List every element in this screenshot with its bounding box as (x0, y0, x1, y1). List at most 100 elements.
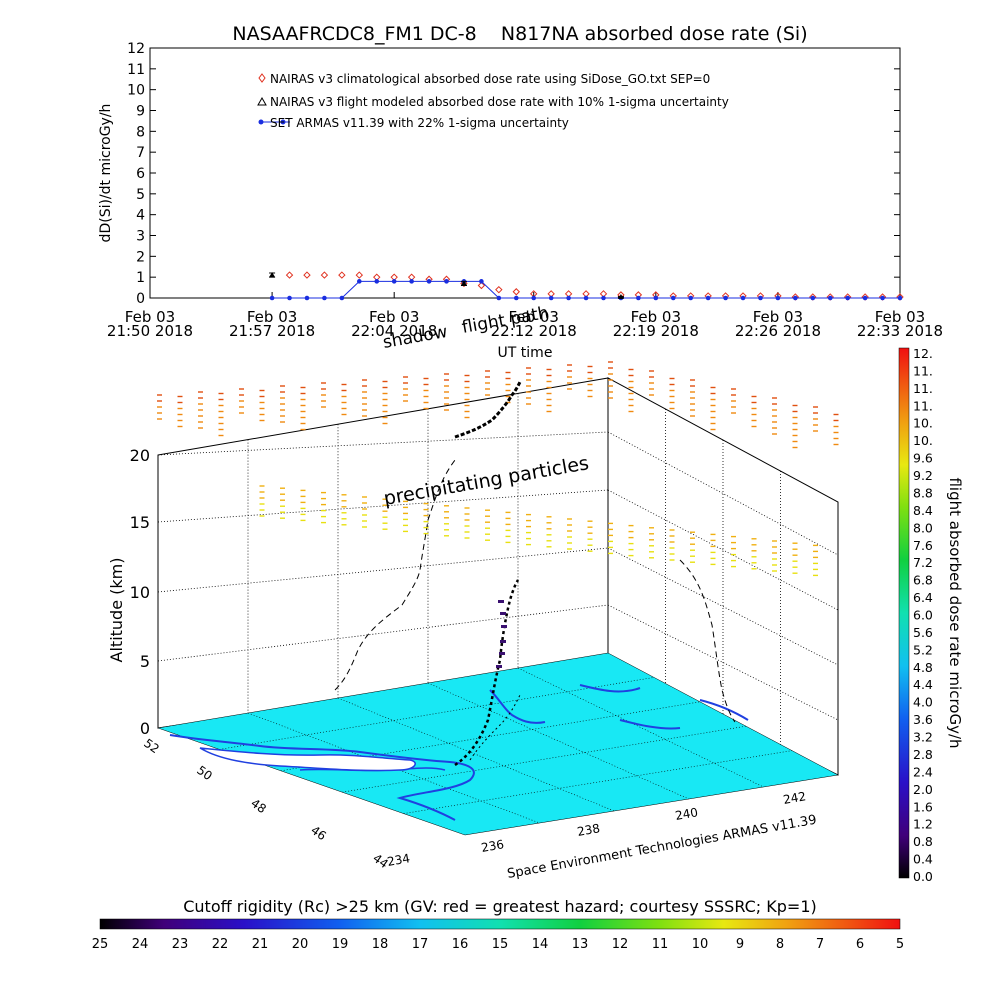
precipitating-particles (157, 361, 839, 577)
x-tick-label: 21:57 2018 (229, 322, 315, 340)
flight-path-line (454, 579, 520, 767)
armas-point (880, 295, 885, 301)
dose-tick-label: 2.0 (913, 782, 933, 797)
x-tick-label: Feb 03 (369, 308, 419, 326)
climatological-point (495, 285, 503, 294)
lat-tick-label: 48 (248, 796, 269, 816)
lon-tick-label: 242 (782, 789, 807, 807)
lon-tick-label: 236 (480, 837, 505, 855)
rc-colorbar-gradient (99, 918, 901, 930)
armas-point (409, 279, 414, 284)
climatological-point (320, 271, 329, 279)
annotation-precipitating: precipitating particles (382, 452, 590, 510)
rc-tick-label: 5 (896, 937, 904, 952)
dose-tick-label: 9.2 (913, 468, 933, 483)
dose-tick-label: 5.6 (913, 625, 933, 640)
armas-point (670, 295, 676, 301)
dose-colorbar: 0.0 0.4 0.8 1.2 1.6 2.0 2.4 2.8 3.2 3.6 4.0 4.4 4.8 5… (898, 346, 964, 884)
longitude-ticks: 234 236 238 240 242 (386, 789, 807, 869)
x-tick-label: Feb 03 (631, 308, 681, 326)
z-axis-label: Altitude (km) (107, 558, 126, 663)
series-layer (269, 271, 904, 301)
y-tick-label: 5 (136, 187, 145, 203)
armas-point (810, 295, 816, 301)
floor-gridline (517, 667, 764, 788)
armas-point (583, 295, 589, 301)
legend: NAIRAS v3 climatological absorbed dose r… (257, 72, 729, 130)
floor-gridline (403, 750, 793, 814)
flight-path-markers (496, 600, 507, 668)
credit-text: Space Environment Technologies ARMAS v11… (506, 813, 818, 882)
dose-tick-label: 4.0 (913, 695, 933, 710)
dose-tick-label: 8.4 (913, 503, 933, 518)
coastline-path (169, 734, 475, 821)
armas-point (496, 295, 502, 301)
flight-modeled-point (617, 293, 624, 299)
y-axis-label: dD(Si)/dt microGy/h (98, 104, 114, 243)
z-tick-label: 10 (130, 583, 150, 602)
rc-tick-label: 18 (372, 937, 389, 952)
y-tick-label: 7 (136, 145, 145, 161)
lat-tick-label: 46 (308, 823, 329, 843)
rc-tick-label: 9 (736, 937, 744, 952)
map-surface (157, 652, 839, 836)
dose-time-plot: NASAAFRCDC8_FM1 DC-8 N817NA absorbed dos… (98, 23, 943, 361)
z-tick-label: 20 (130, 446, 150, 465)
rc-tick-label: 25 (92, 937, 109, 952)
y-tick-label: 10 (127, 83, 145, 99)
y-tick-label: 2 (136, 249, 145, 265)
dose-tick-label: 11. (913, 381, 933, 396)
y-tick-label: 1 (136, 270, 145, 286)
x-tick-label: 22:04 2018 (351, 322, 437, 340)
coastline-path (489, 689, 546, 724)
x-tick-label: 22:26 2018 (735, 322, 821, 340)
triangle-marker-icon (257, 96, 267, 106)
flight-modeled-point (460, 280, 467, 286)
armas-point (339, 295, 345, 301)
x-tick-label: 22:12 2018 (491, 322, 577, 340)
armas-point (793, 295, 798, 301)
climatological-point (512, 288, 520, 296)
y-tick-label: 4 (136, 208, 145, 224)
climatological-point (477, 281, 486, 290)
wall-gridline (157, 547, 609, 593)
x-tick-label: Feb 03 (125, 308, 175, 326)
dose-tick-label: 11. (913, 398, 933, 413)
rc-tick-label: 21 (252, 937, 269, 952)
dose-tick-label: 4.4 (913, 677, 933, 692)
dose-tick-label: 3.2 (913, 730, 933, 745)
z-tick-label: 5 (140, 652, 150, 671)
armas-point (426, 279, 432, 284)
flight-path (454, 381, 522, 767)
wall-gridline (157, 431, 609, 456)
circle-marker-icon (280, 119, 286, 125)
rc-tick-label: 15 (492, 937, 509, 952)
z-axis-ticks: 0 5 10 15 20 (130, 446, 150, 738)
coastline-path (579, 684, 749, 730)
z-tick-label: 15 (130, 513, 150, 532)
rc-tick-label: 8 (776, 937, 784, 952)
dose-tick-label: 6.4 (913, 590, 933, 605)
climatological-point (285, 271, 294, 279)
armas-point (444, 279, 449, 284)
armas-point (322, 295, 327, 301)
rc-tick-label: 7 (816, 937, 824, 952)
lon-tick-label: 234 (386, 851, 411, 869)
rc-tick-label: 6 (856, 937, 864, 952)
x-tick-label: 22:19 2018 (613, 322, 699, 340)
floor-gridline (427, 682, 689, 800)
lon-tick-label: 240 (674, 805, 699, 823)
dose-colorbar-label: flight absorbed dose rate microGy/h (946, 477, 964, 748)
wall-gridline (607, 604, 839, 721)
wall-gridline (157, 604, 609, 662)
flight-path-line (454, 381, 522, 439)
coastline (169, 684, 749, 821)
armas-line (272, 280, 900, 299)
climatological-point (303, 271, 311, 279)
lat-tick-label: 52 (141, 736, 162, 756)
dose-tick-label: 12. (913, 346, 933, 361)
x-tick-label: 21:50 2018 (107, 322, 193, 340)
